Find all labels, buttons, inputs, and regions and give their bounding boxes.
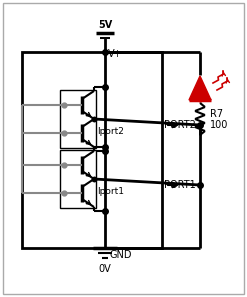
Text: 0V: 0V <box>99 264 111 274</box>
Text: 5V: 5V <box>98 20 112 30</box>
Bar <box>22 52 162 248</box>
Text: R7: R7 <box>210 109 223 119</box>
Text: PORT1: PORT1 <box>164 180 196 190</box>
Text: GND: GND <box>109 250 131 260</box>
Text: Iport1: Iport1 <box>97 187 124 196</box>
Text: Iport2: Iport2 <box>97 127 124 136</box>
Text: V+: V+ <box>108 49 123 59</box>
Bar <box>60 90 96 148</box>
Text: PORT2: PORT2 <box>164 120 196 130</box>
Bar <box>60 150 96 208</box>
Polygon shape <box>189 76 211 100</box>
Text: 100: 100 <box>210 120 228 130</box>
